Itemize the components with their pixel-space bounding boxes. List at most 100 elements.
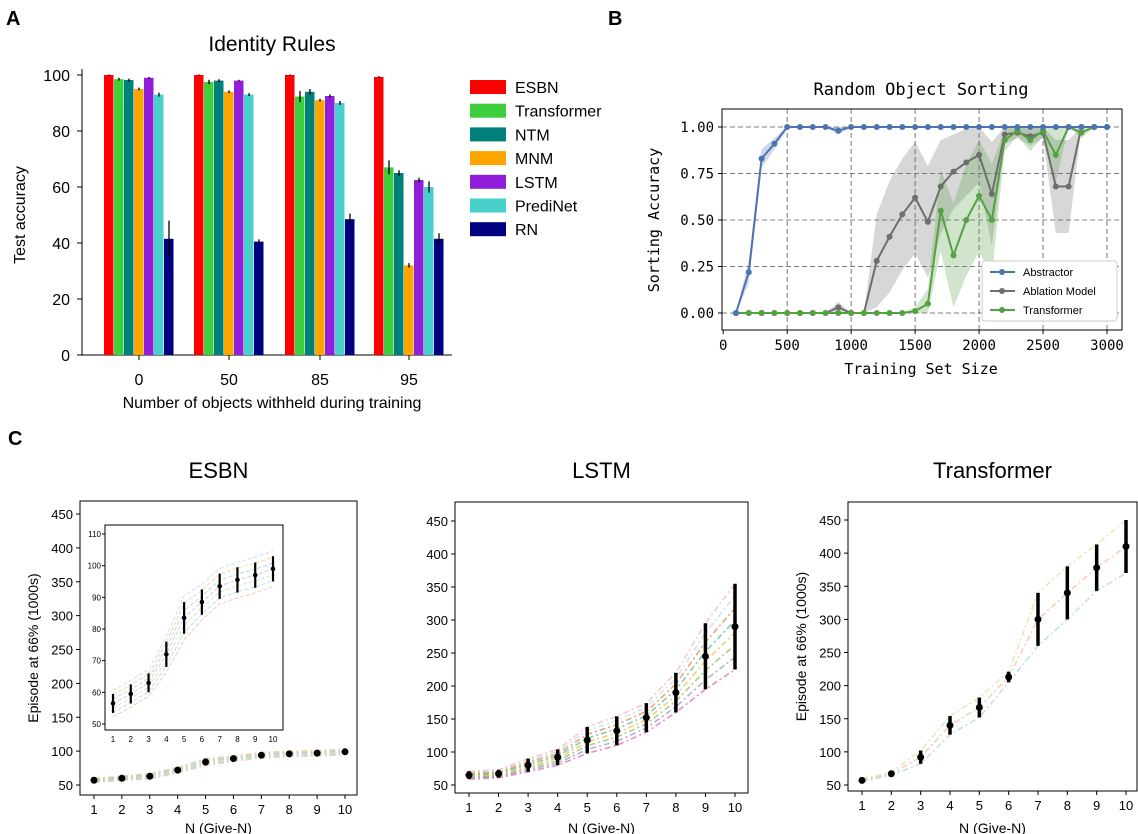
chart-a-legend-swatch xyxy=(470,151,506,166)
chart-c-mean-point xyxy=(946,721,954,729)
chart-c-inset-run-line xyxy=(112,562,274,700)
chart-c-y-tick-label: 300 xyxy=(51,609,73,624)
chart-a-bar xyxy=(194,75,204,355)
chart-c-run-line xyxy=(468,583,736,772)
chart-a-y-tick-label: 20 xyxy=(52,292,70,309)
chart-b-x-tick-label: 2500 xyxy=(1026,338,1060,354)
chart-c-y-tick-label: 400 xyxy=(426,547,448,562)
chart-b-legend-marker xyxy=(999,288,1005,294)
chart-b-title: Random Object Sorting xyxy=(814,80,1029,100)
chart-a-legend-swatch xyxy=(470,103,506,118)
chart-c-inset-run-line xyxy=(112,586,274,718)
chart-c-run-line xyxy=(93,748,346,780)
chart-c-x-tick-label: 3 xyxy=(146,802,153,817)
chart-a-legend-label: RN xyxy=(515,222,538,239)
chart-c-inset-run-line xyxy=(112,556,274,695)
chart-c-x-tick-label: 6 xyxy=(230,802,237,817)
chart-a-bar xyxy=(315,100,325,355)
chart-c-run-line xyxy=(93,751,346,782)
chart-b-x-tick-label: 500 xyxy=(775,338,800,354)
chart-c-inset-y-tick-label: 50 xyxy=(92,720,101,729)
chart-b-point xyxy=(809,310,816,316)
chart-c-y-tick-label: 450 xyxy=(819,513,841,528)
chart-c-y-tick-label: 300 xyxy=(426,613,448,628)
chart-c-y-tick-label: 50 xyxy=(827,778,841,793)
chart-b-point xyxy=(1040,124,1047,130)
chart-c-run-line xyxy=(93,749,346,780)
chart-c-mean-point xyxy=(613,727,621,735)
chart-b-point xyxy=(924,124,931,130)
chart-b-point xyxy=(822,310,829,316)
chart-c-x-tick-label: 10 xyxy=(1119,798,1133,813)
chart-b-point xyxy=(1014,124,1021,130)
chart-b-point xyxy=(771,310,778,316)
chart-b-legend-label: Transformer xyxy=(1023,305,1083,317)
chart-b-point xyxy=(988,190,995,197)
chart-c-mean-point xyxy=(1034,615,1042,623)
chart-c-run-line xyxy=(93,753,346,784)
chart-a-bar xyxy=(424,187,434,355)
chart-b-point xyxy=(835,304,842,311)
chart-c-mean-point xyxy=(1093,564,1101,572)
chart-b-point xyxy=(809,124,816,130)
chart-b-point xyxy=(1001,131,1008,138)
chart-c-y-tick-label: 100 xyxy=(426,745,448,760)
chart-c-mean-point xyxy=(174,766,182,774)
chart-b-point xyxy=(1104,124,1110,130)
chart-c-inset-run-line xyxy=(112,550,274,691)
chart-c-y-tick-label: 200 xyxy=(819,679,841,694)
chart-c-run-line xyxy=(468,619,736,776)
chart-b-point xyxy=(835,127,842,134)
chart-b-point xyxy=(796,310,803,316)
chart-a-bar xyxy=(384,167,394,355)
chart-b-point xyxy=(950,168,957,175)
chart-c-x-tick-label: 10 xyxy=(338,802,352,817)
chart-c-inset-point xyxy=(235,577,240,583)
chart-b-point xyxy=(835,310,842,316)
chart-b-x-tick-label: 0 xyxy=(719,338,727,354)
chart-c-mean-point xyxy=(1005,673,1013,681)
chart-c-x-label: N (Give-N) xyxy=(959,820,1026,834)
chart-b-point xyxy=(848,310,855,316)
chart-c-inset-x-tick-label: 5 xyxy=(182,735,187,744)
chart-a-x-tick-label: 85 xyxy=(311,372,329,389)
chart-c-mean-point xyxy=(642,714,650,722)
chart-c-run-line xyxy=(861,545,1127,782)
chart-c-x-tick-label: 9 xyxy=(702,800,709,815)
chart-c-mean-point xyxy=(858,776,866,784)
chart-c-inset-point xyxy=(270,566,276,572)
chart-c-y-tick-label: 350 xyxy=(51,575,73,590)
chart-b-point xyxy=(963,217,970,223)
chart-a-y-tick-label: 0 xyxy=(61,348,70,365)
chart-c-x-tick-label: 7 xyxy=(643,800,650,815)
chart-b-y-label: Sorting Accuracy xyxy=(645,148,663,293)
chart-a-bar xyxy=(234,80,244,355)
chart-c-frame xyxy=(454,501,749,794)
chart-c-x-tick-label: 9 xyxy=(313,802,320,817)
chart-c-title: Transformer xyxy=(933,458,1052,483)
chart-b-point xyxy=(848,124,855,130)
chart-c-inset-run-line xyxy=(112,568,274,704)
chart-a-x-tick-label: 95 xyxy=(400,372,418,389)
chart-c-x-tick-label: 2 xyxy=(495,800,502,815)
chart-c-inset-point xyxy=(128,691,134,697)
chart-c-y-tick-label: 450 xyxy=(51,507,73,522)
chart-c-inset-x-tick-label: 2 xyxy=(129,735,134,744)
chart-c-x-tick-label: 6 xyxy=(613,800,620,815)
chart-c-y-tick-label: 350 xyxy=(819,579,841,594)
chart-c-mean-point xyxy=(524,761,532,769)
chart-c-y-tick-label: 200 xyxy=(426,679,448,694)
chart-c-x-tick-label: 6 xyxy=(1005,798,1012,813)
chart-a-bar xyxy=(285,75,295,355)
chart-c-run-line xyxy=(861,519,1127,780)
chart-c-x-label: N (Give-N) xyxy=(568,820,635,834)
chart-b-point xyxy=(937,207,944,214)
chart-c-x-tick-label: 2 xyxy=(118,802,125,817)
chart-b-x-tick-label: 3000 xyxy=(1090,338,1124,354)
chart-c-mean-point xyxy=(495,770,503,778)
chart-a-bar xyxy=(345,219,355,355)
chart-c-inset-point xyxy=(181,615,187,621)
chart-b-point xyxy=(1027,137,1034,144)
chart-b-point xyxy=(1027,124,1034,130)
